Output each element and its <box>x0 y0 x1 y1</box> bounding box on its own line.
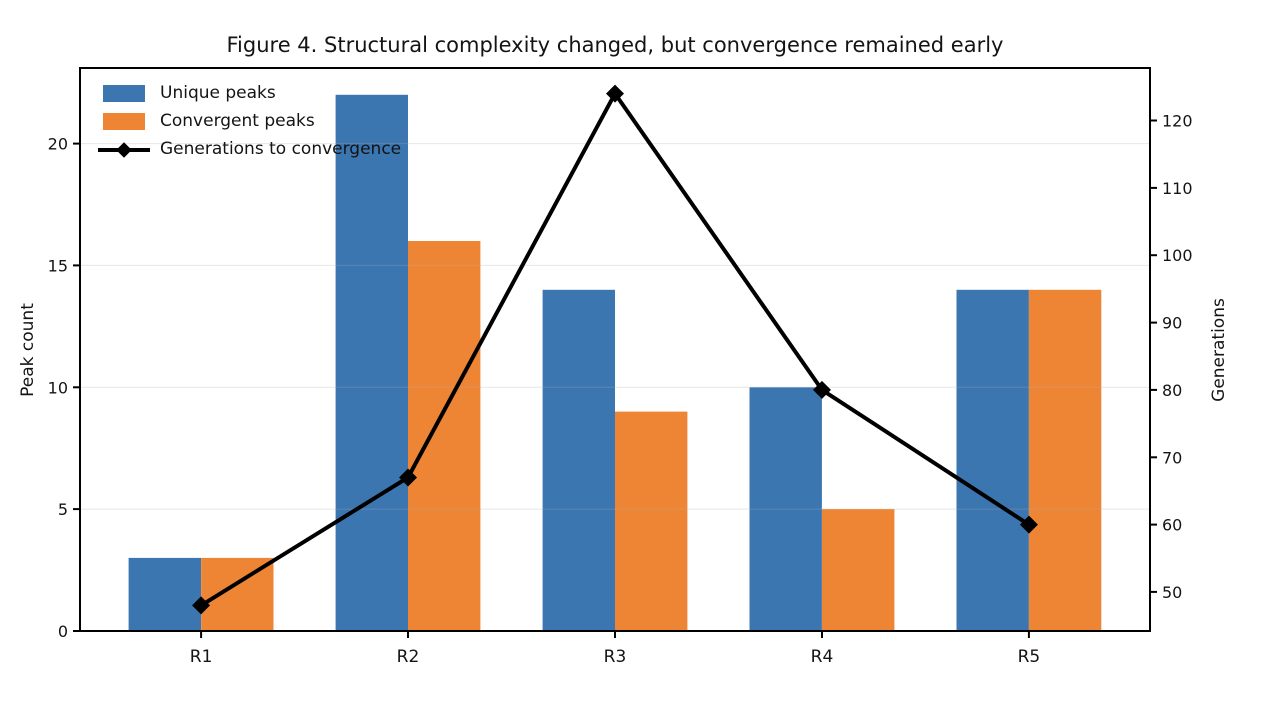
right-tick-label-100: 100 <box>1162 246 1193 265</box>
diamond-marker-R2 <box>399 468 418 487</box>
bar-unique-R1 <box>128 557 201 631</box>
left-tick-label-0: 0 <box>58 622 68 641</box>
right-tick-label-60: 60 <box>1162 516 1182 535</box>
diamond-marker-R3 <box>606 84 624 103</box>
bar-convergent-R4 <box>822 509 895 631</box>
legend-label-convergent-peaks: Convergent peaks <box>160 111 315 131</box>
legend-swatch-unique-peaks-icon <box>98 84 150 103</box>
legend-swatch-generations-icon <box>98 140 150 159</box>
x-tick-label-R4: R4 <box>811 647 834 667</box>
bar-unique-R5 <box>956 289 1029 631</box>
left-tick-label-15: 15 <box>48 256 68 275</box>
left-tick-label-5: 5 <box>58 500 68 519</box>
bar-unique-R2 <box>335 94 408 632</box>
diamond-marker-icon <box>116 141 132 158</box>
left-tick-label-20: 20 <box>48 135 68 154</box>
orange-bar-swatch-icon <box>103 113 145 130</box>
bar-unique-R4 <box>749 387 822 631</box>
x-tick-label-R2: R2 <box>397 647 420 667</box>
right-tick-label-90: 90 <box>1162 314 1182 333</box>
legend-item-unique-peaks: Unique peaks <box>98 84 401 103</box>
diamond-marker-R5 <box>1019 515 1038 534</box>
legend: Unique peaks Convergent peaks Generation… <box>98 84 401 159</box>
bar-unique-R3 <box>542 289 615 631</box>
left-tick-label-10: 10 <box>48 378 68 397</box>
chart-title: Figure 4. Structural complexity changed,… <box>226 33 1004 57</box>
legend-label-generations: Generations to convergence <box>160 139 402 159</box>
bar-convergent-R5 <box>1028 289 1102 631</box>
bar-convergent-R2 <box>408 241 481 631</box>
legend-item-convergent-peaks: Convergent peaks <box>98 112 401 131</box>
right-tick-label-120: 120 <box>1162 112 1193 131</box>
diamond-marker-R4 <box>812 380 831 399</box>
x-tick-label-R5: R5 <box>1018 647 1041 667</box>
right-tick-label-110: 110 <box>1162 179 1193 198</box>
bar-convergent-R3 <box>615 411 688 631</box>
x-tick-label-R1: R1 <box>190 647 213 667</box>
right-tick-label-70: 70 <box>1162 448 1182 467</box>
legend-swatch-convergent-peaks-icon <box>98 112 150 131</box>
diamond-marker-R1 <box>192 596 211 615</box>
blue-bar-swatch-icon <box>103 85 145 102</box>
legend-label-unique-peaks: Unique peaks <box>160 83 276 103</box>
x-tick-label-R3: R3 <box>604 647 627 667</box>
right-tick-label-80: 80 <box>1162 381 1182 400</box>
right-tick-label-50: 50 <box>1162 583 1182 602</box>
legend-item-generations: Generations to convergence <box>98 140 401 159</box>
